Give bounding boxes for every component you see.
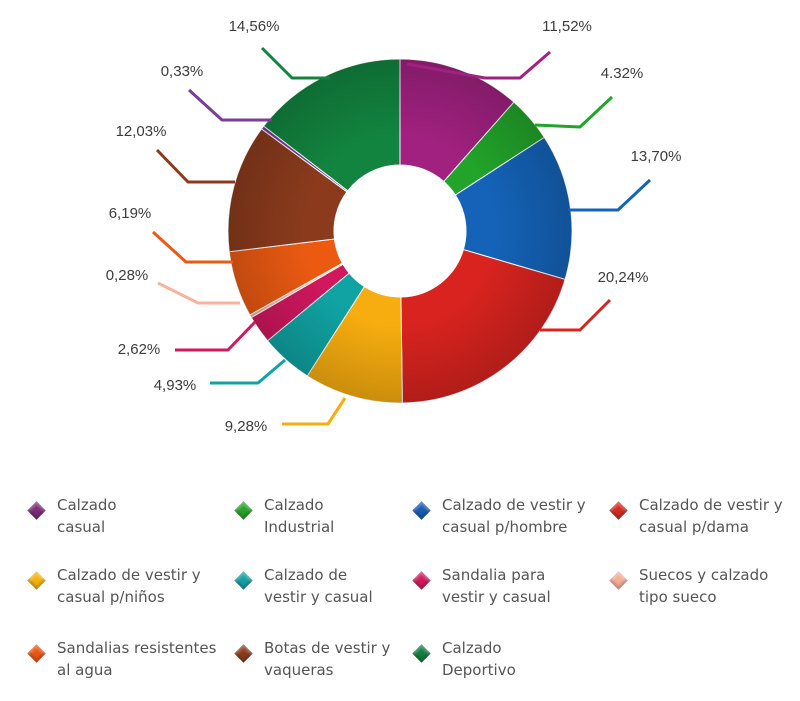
legend-diamond-icon <box>234 644 253 663</box>
legend-label: Sandalias resistentes al agua <box>57 639 217 679</box>
legend-diamond-icon <box>609 501 628 520</box>
legend-label: Sandalia para vestir y casual <box>442 566 551 606</box>
legend-diamond-icon <box>27 501 46 520</box>
legend-label: Calzado de vestir y casual p/niños <box>57 566 201 606</box>
legend-label: Suecos y calzado tipo sueco <box>639 566 769 606</box>
legend-label: Calzado de vestir y casual p/dama <box>639 496 783 536</box>
legend-item: Calzado Industrial <box>234 494 335 538</box>
data-label: 12,03% <box>116 123 167 140</box>
legend-item: Sandalia para vestir y casual <box>412 564 551 608</box>
legend-item: Sandalias resistentes al agua <box>27 637 217 681</box>
legend-diamond-icon <box>27 571 46 590</box>
data-label: 20,24% <box>598 269 649 286</box>
data-label: 0,28% <box>106 267 149 284</box>
legend-label: Calzado de vestir y casual p/hombre <box>442 496 586 536</box>
legend-label: Calzado casual <box>57 496 117 536</box>
leader-line <box>210 358 286 385</box>
legend: Calzado casual Calzado Industrial Calzado … <box>0 490 800 701</box>
leader-line <box>540 298 612 332</box>
leader-line <box>151 230 233 264</box>
data-label: 13,70% <box>631 148 682 165</box>
leader-line <box>260 46 330 80</box>
data-label: 4,93% <box>154 377 197 394</box>
leader-line <box>282 397 347 426</box>
leader-line <box>175 320 257 352</box>
legend-diamond-icon <box>234 571 253 590</box>
donut-chart: 11,52% 4.32% 13,70% 20,24% 9,28% 4,93% 2,62% 0,… <box>106 18 682 435</box>
leader-line <box>568 178 652 212</box>
data-label: 4.32% <box>601 65 644 82</box>
legend-item: Calzado de vestir y casual p/hombre <box>412 494 586 538</box>
legend-item: Calzado de vestir y casual <box>234 564 373 608</box>
legend-label: Calzado Industrial <box>264 496 335 536</box>
data-label: 0,33% <box>161 63 204 80</box>
leader-line <box>187 88 272 122</box>
legend-diamond-icon <box>234 501 253 520</box>
legend-diamond-icon <box>27 644 46 663</box>
legend-item: Botas de vestir y vaqueras <box>234 637 391 681</box>
legend-item: Calzado de vestir y casual p/dama <box>609 494 783 538</box>
legend-label: Botas de vestir y vaqueras <box>264 639 391 679</box>
data-label: 9,28% <box>225 418 268 435</box>
leader-line <box>406 50 551 80</box>
data-label: 2,62% <box>118 341 161 358</box>
legend-diamond-icon <box>412 644 431 663</box>
legend-label: Calzado Deportivo <box>442 639 516 679</box>
data-label: 6,19% <box>109 205 152 222</box>
chart-area: 11,52% 4.32% 13,70% 20,24% 9,28% 4,93% 2,62% 0,… <box>106 18 682 435</box>
data-label: 11,52% <box>542 18 592 35</box>
legend-item: Calzado casual <box>27 494 117 538</box>
donut-hole <box>334 165 466 297</box>
legend-label: Calzado de vestir y casual <box>264 566 373 606</box>
data-label: 14,56% <box>229 18 280 35</box>
legend-item: Calzado Deportivo <box>412 637 516 681</box>
legend-diamond-icon <box>609 571 628 590</box>
leader-line <box>534 95 614 129</box>
legend-item: Calzado de vestir y casual p/niños <box>27 564 201 608</box>
legend-item: Suecos y calzado tipo sueco <box>609 564 769 608</box>
leader-line <box>155 148 235 184</box>
leader-line <box>157 281 240 305</box>
legend-diamond-icon <box>412 501 431 520</box>
legend-diamond-icon <box>412 571 431 590</box>
